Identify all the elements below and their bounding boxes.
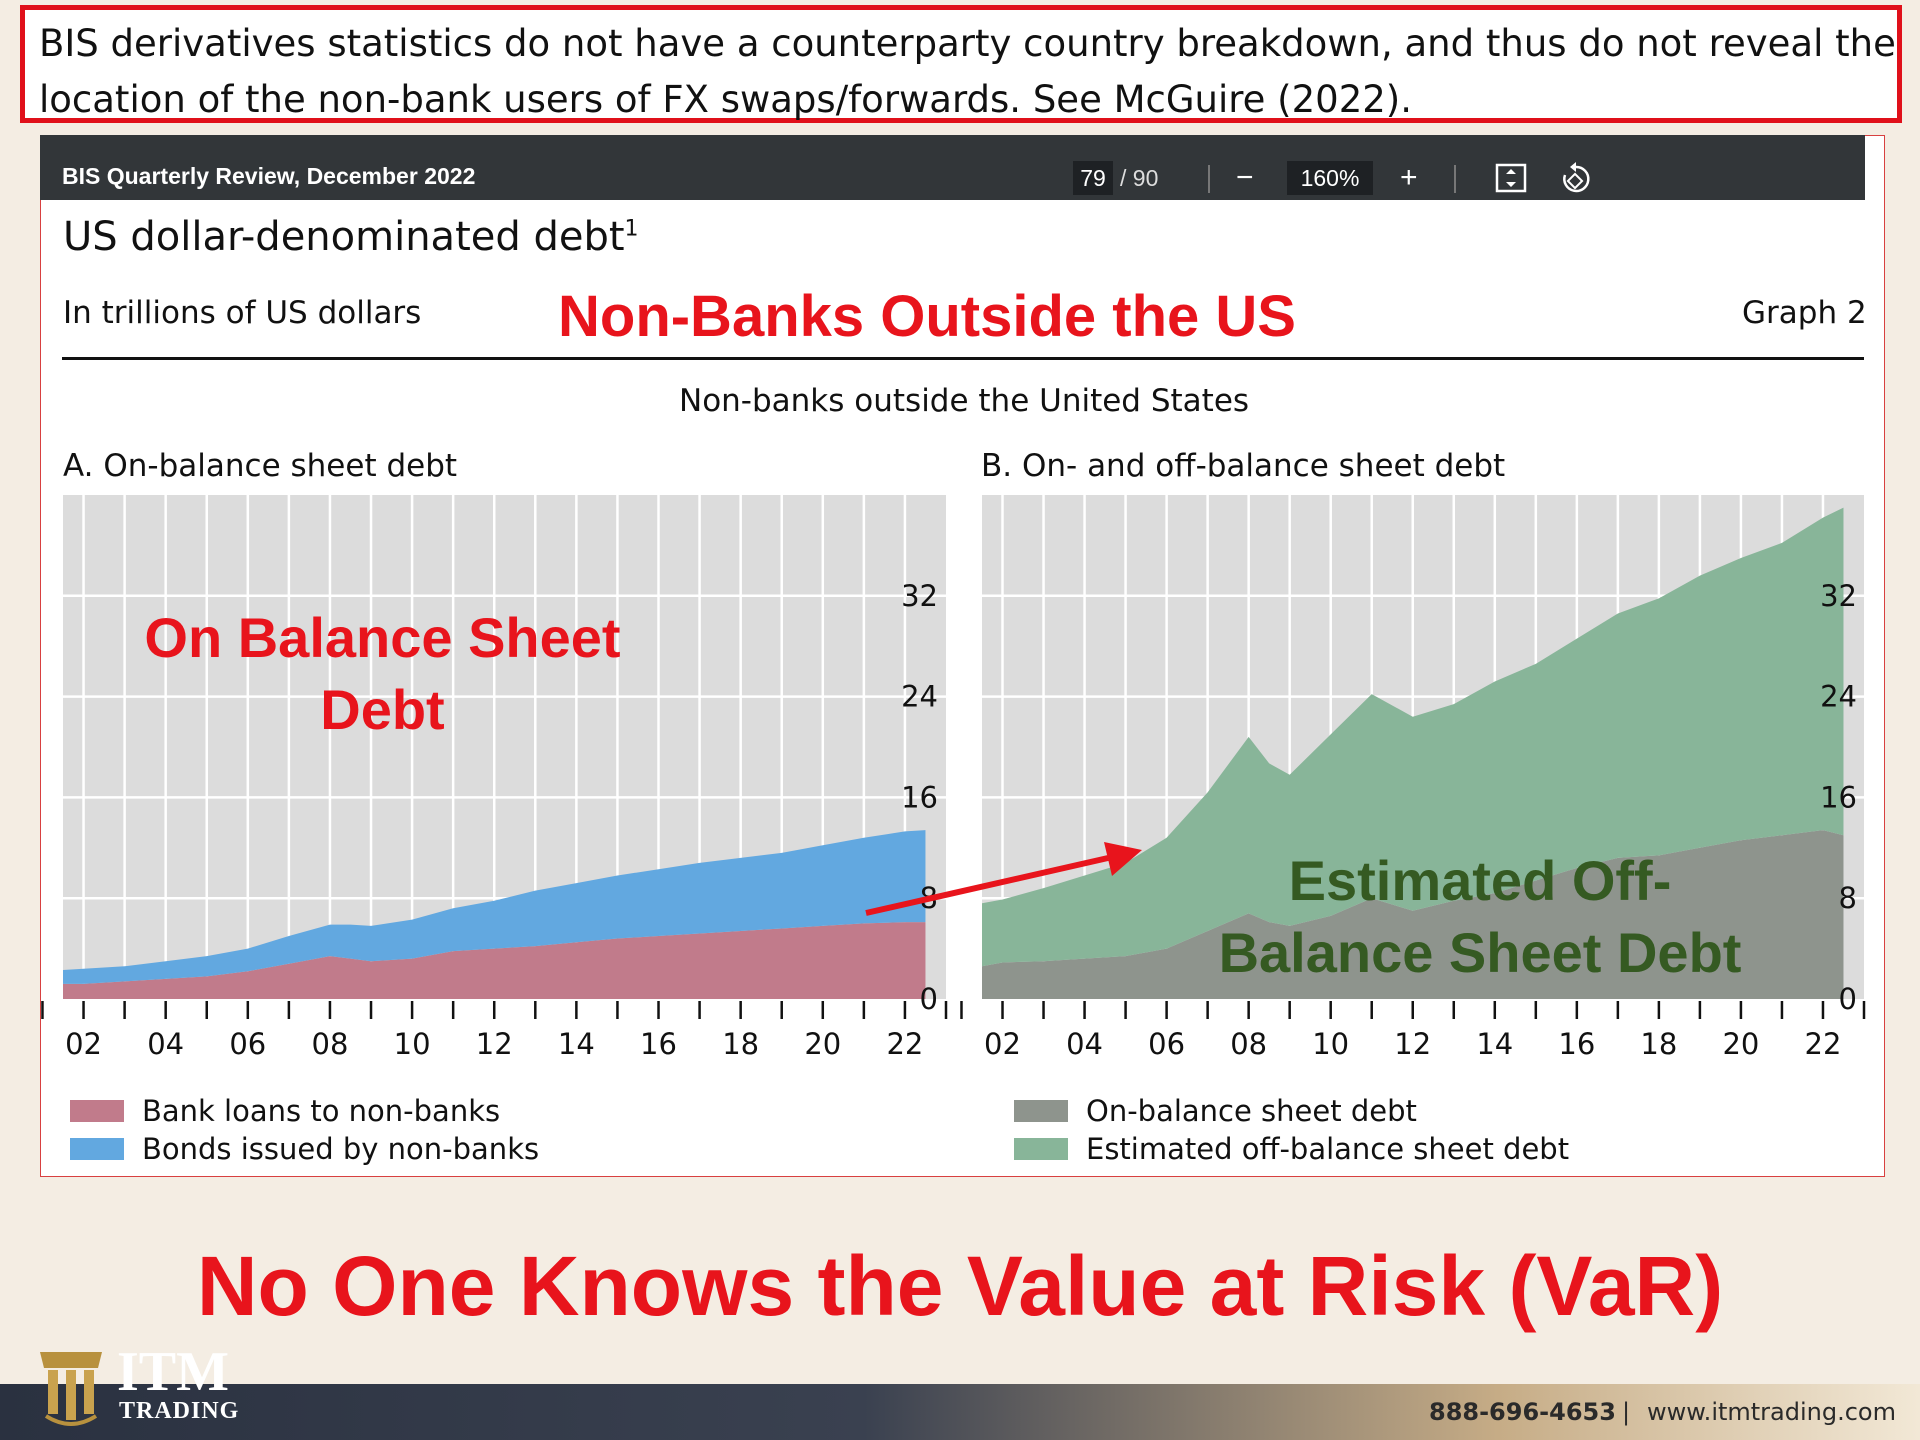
top-note-box: BIS derivatives statistics do not have a… <box>20 5 1902 123</box>
legend-swatch <box>1014 1100 1068 1122</box>
legend-item: Bonds issued by non-banks <box>70 1130 539 1168</box>
y-tick-label: 32 <box>1820 579 1857 613</box>
zoom-out-icon[interactable]: − <box>1236 161 1254 194</box>
x-tick-label: 10 <box>1312 1027 1349 1061</box>
off-balance-annotation: Estimated Off- Balance Sheet Debt <box>1218 849 1742 984</box>
legend-label: Estimated off-balance sheet debt <box>1086 1132 1570 1166</box>
legend-label: Bank loans to non-banks <box>142 1094 501 1128</box>
y-tick-label: 24 <box>901 680 938 714</box>
legend-b: On-balance sheet debt Estimated off-bala… <box>1014 1092 1569 1168</box>
legend-item: Bank loans to non-banks <box>70 1092 539 1130</box>
x-tick-label: 18 <box>722 1027 759 1061</box>
x-tick-label: 16 <box>640 1027 677 1061</box>
footer-bar <box>0 1384 1920 1440</box>
top-note-line-1: BIS derivatives statistics do not have a… <box>39 22 1896 65</box>
graph-label: Graph 2 <box>1742 295 1867 331</box>
x-tick-label: 18 <box>1640 1027 1677 1061</box>
zoom-level-input[interactable]: 160% <box>1287 161 1373 195</box>
legend-swatch <box>1014 1138 1068 1160</box>
page-number-input[interactable]: 79 <box>1073 161 1113 195</box>
toolbar-divider <box>1208 165 1210 193</box>
graph-title-footnote: 1 <box>624 216 639 242</box>
y-tick-label: 16 <box>1820 780 1857 814</box>
bottom-banner: No One Knows the Value at Risk (VaR) <box>196 1239 1724 1333</box>
document-title: BIS Quarterly Review, December 2022 <box>62 163 476 189</box>
page-total: / 90 <box>1120 165 1159 191</box>
logo-wordmark: ITM <box>117 1341 229 1403</box>
x-tick-label: 06 <box>229 1027 266 1061</box>
legend-item: On-balance sheet debt <box>1014 1092 1569 1130</box>
legend-item: Estimated off-balance sheet debt <box>1014 1130 1569 1168</box>
series-area-2 <box>63 830 926 984</box>
legend-label: Bonds issued by non-banks <box>142 1132 540 1166</box>
y-tick-label: 24 <box>1820 680 1857 714</box>
series-area-2 <box>982 507 1844 967</box>
x-tick-label: 08 <box>1230 1027 1267 1061</box>
rotate-icon[interactable] <box>1558 161 1594 202</box>
x-tick-label: 16 <box>1558 1027 1595 1061</box>
x-tick-label: 02 <box>65 1027 102 1061</box>
y-tick-label: 0 <box>1839 982 1857 1016</box>
x-tick-label: 20 <box>1722 1027 1759 1061</box>
toolbar-divider <box>1454 165 1456 193</box>
x-tick-label: 04 <box>147 1027 184 1061</box>
on-balance-annotation: On Balance Sheet Debt <box>144 606 621 741</box>
connector-arrow <box>865 842 1142 916</box>
x-tick-label: 10 <box>394 1027 431 1061</box>
x-tick-label: 12 <box>476 1027 513 1061</box>
zoom-in-icon[interactable]: + <box>1400 161 1418 194</box>
y-tick-label: 8 <box>1839 881 1857 915</box>
fit-page-icon[interactable] <box>1494 161 1528 200</box>
legend-swatch <box>70 1138 124 1160</box>
y-tick-label: 16 <box>901 780 938 814</box>
graph-subtitle: Non-banks outside the United States <box>679 383 1250 419</box>
x-tick-label: 14 <box>1476 1027 1513 1061</box>
legend-label: On-balance sheet debt <box>1086 1094 1417 1128</box>
legend-a: Bank loans to non-banks Bonds issued by … <box>70 1092 539 1168</box>
logo-icon <box>36 1346 106 1433</box>
x-tick-label: 12 <box>1394 1027 1431 1061</box>
x-tick-label: 04 <box>1066 1027 1103 1061</box>
legend-swatch <box>70 1100 124 1122</box>
x-tick-label: 06 <box>1148 1027 1185 1061</box>
x-tick-label: 02 <box>984 1027 1021 1061</box>
panel-b-title: B. On- and off-balance sheet debt <box>981 448 1506 484</box>
x-tick-label: 20 <box>804 1027 841 1061</box>
top-note-line-2: location of the non-bank users of FX swa… <box>39 78 1412 121</box>
headline-annotation: Non-Banks Outside the US <box>558 284 1296 349</box>
logo-subtitle: TRADING <box>119 1398 240 1424</box>
panel-a-title: A. On-balance sheet debt <box>63 448 458 484</box>
series-area-1 <box>982 830 1844 999</box>
y-tick-label: 32 <box>901 579 938 613</box>
footer-website[interactable]: www.itmtrading.com <box>1647 1398 1896 1426</box>
footer-phone: 888-696-4653 <box>1429 1398 1616 1426</box>
y-tick-label: 0 <box>920 982 938 1016</box>
x-tick-label: 14 <box>558 1027 595 1061</box>
series-area-1 <box>63 922 926 999</box>
graph-title: US dollar-denominated debt1 <box>63 214 639 260</box>
graph-units: In trillions of US dollars <box>63 295 422 331</box>
pdf-viewer-toolbar: BIS Quarterly Review, December 2022 79 /… <box>40 135 1865 200</box>
header-rule <box>62 357 1864 360</box>
x-tick-label: 22 <box>1805 1027 1842 1061</box>
x-tick-label: 08 <box>312 1027 349 1061</box>
x-tick-label: 22 <box>886 1027 923 1061</box>
footer-divider: | <box>1622 1398 1631 1426</box>
